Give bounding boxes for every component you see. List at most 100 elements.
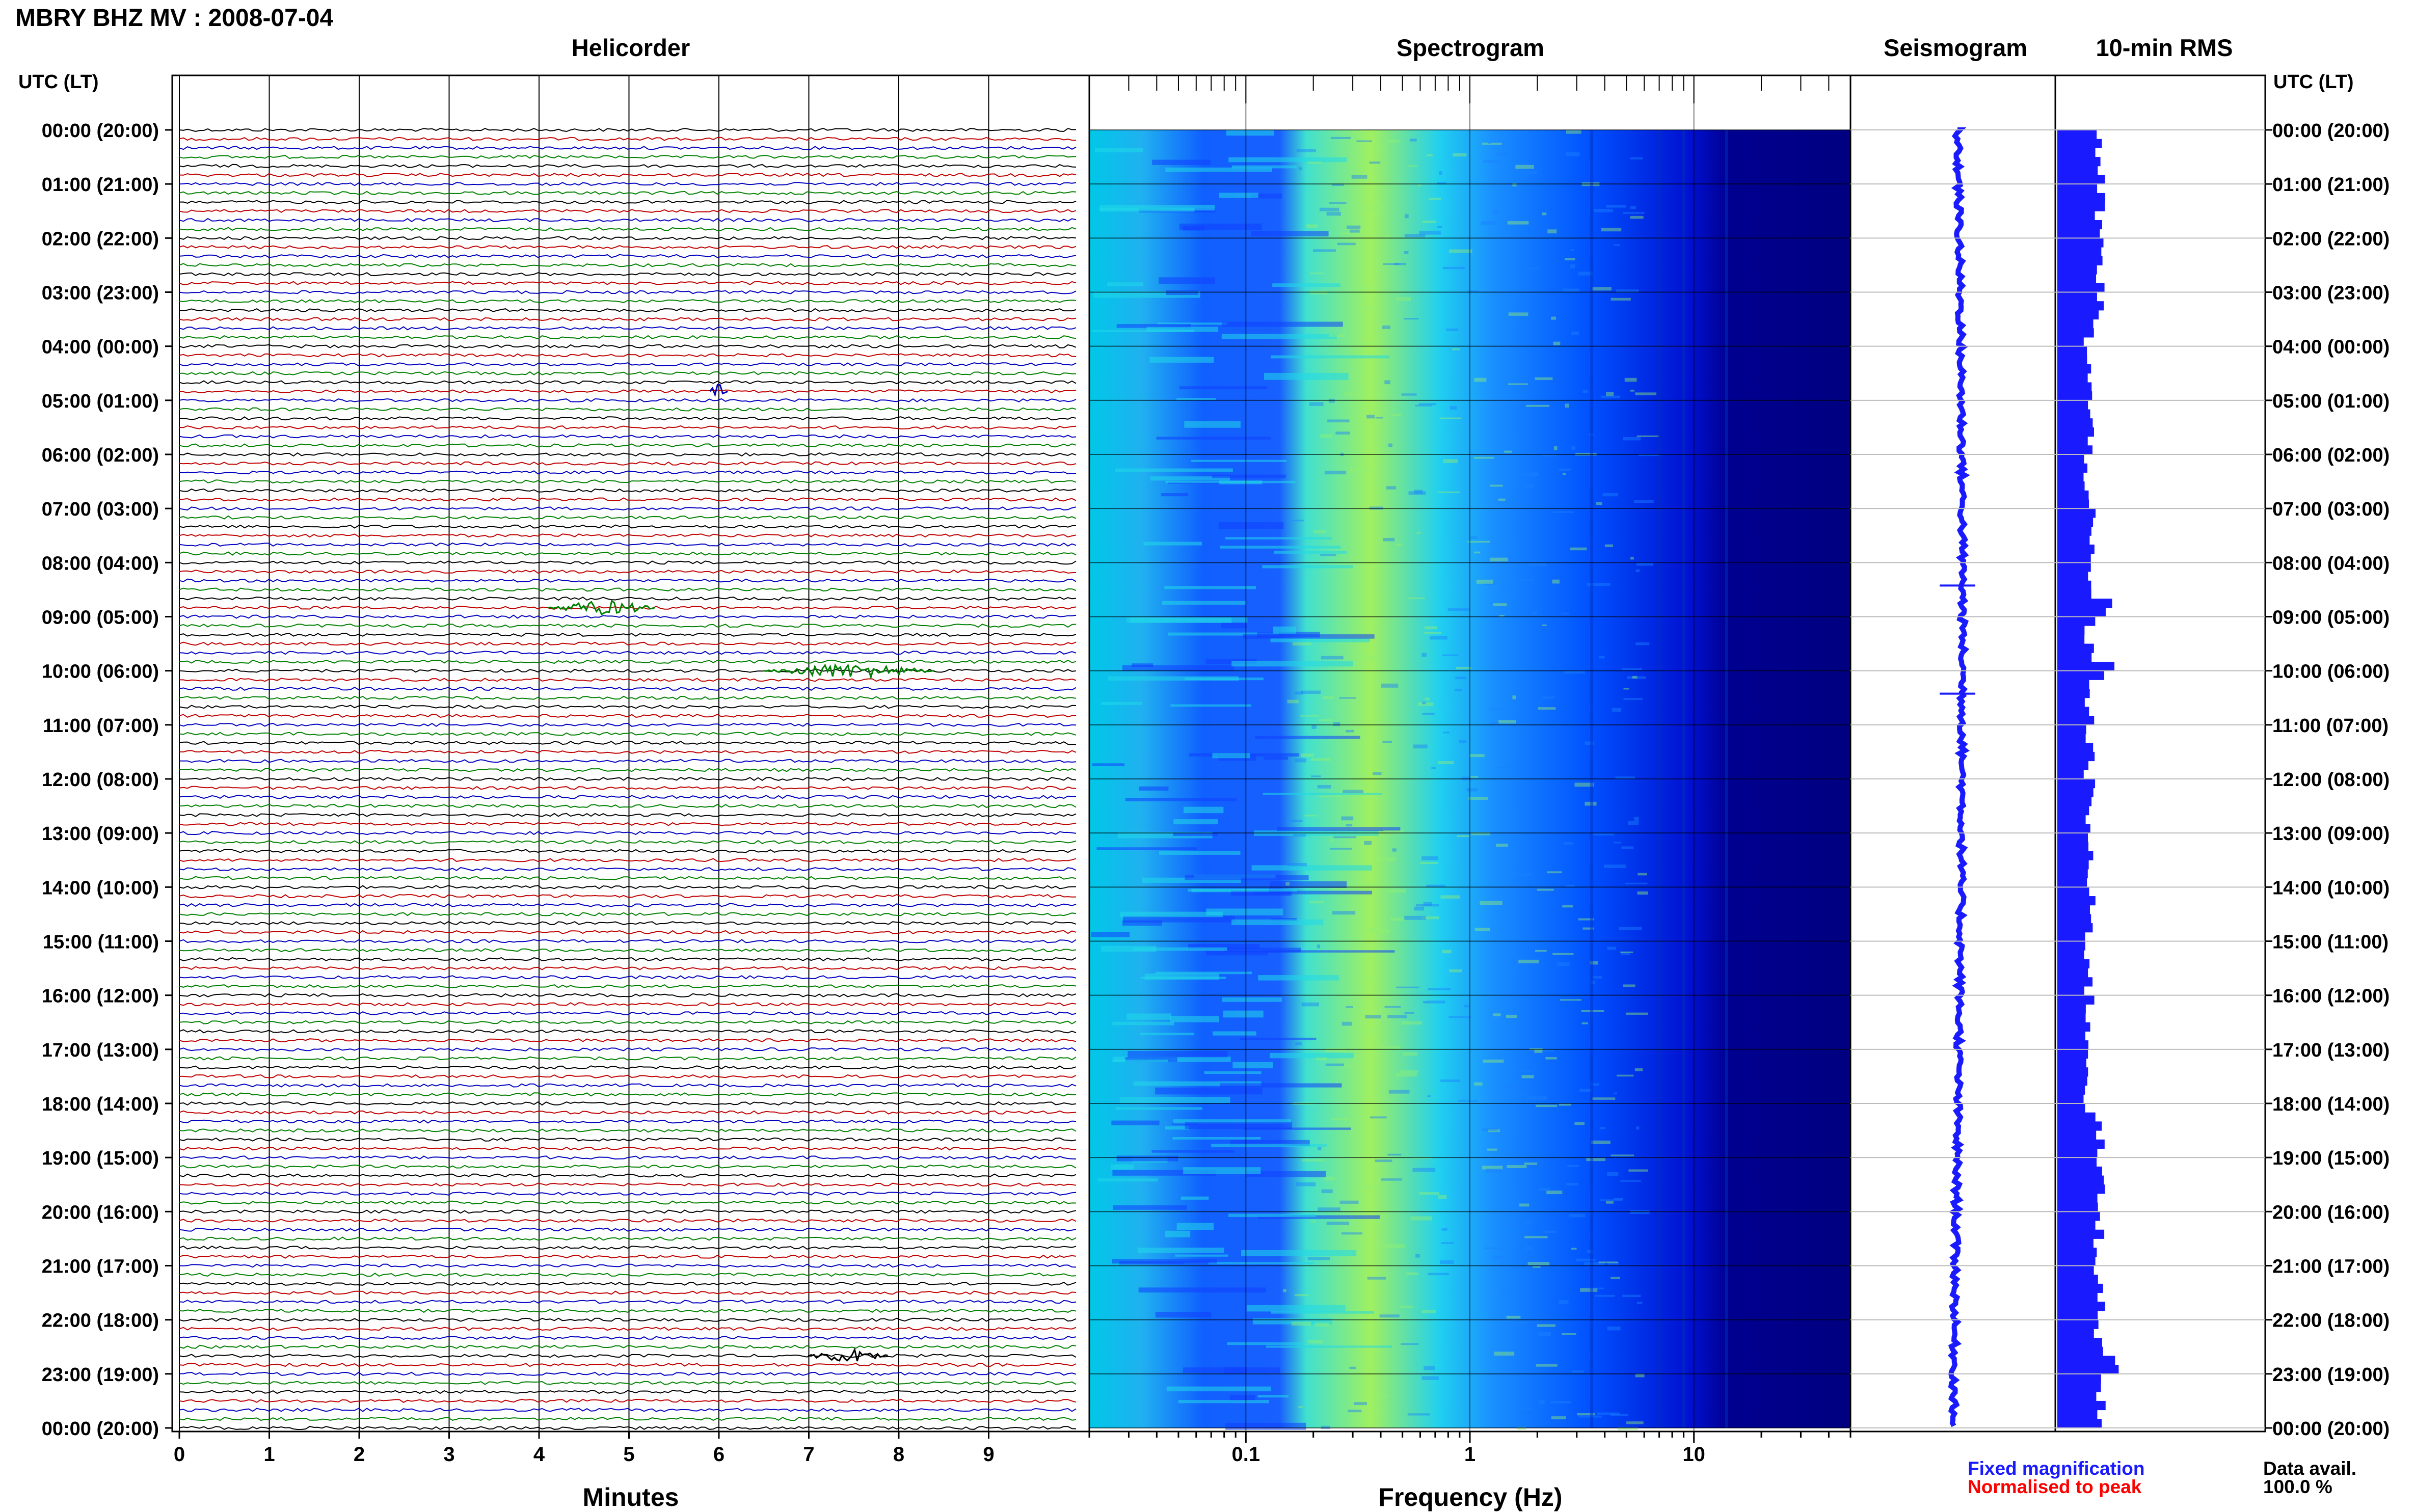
spectrogram-speckle [1427,1095,1431,1097]
helicorder-trace [179,1254,1077,1259]
spectrogram-band [1123,915,1235,923]
spectrogram-speckle [1504,1086,1517,1089]
time-label-right: 18:00 (14:00) [2272,1094,2390,1115]
spectrogram-band [1226,130,1274,136]
spectrogram-band [1112,1059,1168,1062]
rms-bar [2057,1383,2101,1392]
spectrogram-speckle [1494,1352,1515,1356]
spectrogram-speckle [1421,916,1439,920]
helicorder-trace [179,678,1077,682]
helicorder-trace [179,127,1077,132]
spectrogram-band [1165,167,1272,172]
spectrogram-speckle [1295,758,1307,763]
spectrogram-speckle [1537,1324,1555,1327]
spectrogram-speckle [1464,1005,1469,1008]
helicorder-trace [179,813,1077,817]
data-avail-value: 100.0 % [2263,1476,2332,1497]
spectrogram-band [1232,1062,1273,1069]
spectrogram-speckle [1563,842,1573,845]
spectrogram-speckle [1420,861,1438,865]
spectrogram-speckle [1473,456,1494,459]
rms-bar [2057,130,2097,140]
spectrogram-speckle [1621,952,1630,955]
helicorder-trace [179,695,1077,700]
spectrogram-speckle [1326,1222,1350,1225]
time-label-right: 08:00 (04:00) [2272,553,2390,574]
spectrogram-speckle [1509,1202,1513,1206]
time-label-right: 22:00 (18:00) [2272,1310,2390,1332]
spectrogram-speckle [1347,225,1361,229]
helicorder-trace [179,1119,1077,1124]
helicorder-trace [179,389,1077,394]
spectrogram-speckle [1449,969,1462,973]
spectrogram-speckle [1617,1427,1638,1430]
spectrogram-band [1162,601,1246,605]
spectrogram-speckle [1630,215,1644,219]
helicorder-trace [179,1056,1077,1061]
spectrogram-speckle [1495,580,1499,582]
spectrogram-band [1112,1021,1174,1025]
spectrogram-speckle [1309,273,1324,275]
rms-bar [2057,869,2088,879]
rms-bar [2057,139,2102,148]
spectrogram-speckle [1474,928,1490,931]
time-label-right: 00:00 (20:00) [2272,120,2390,142]
spectrogram-speckle [1439,417,1462,419]
helicorder-trace [179,840,1077,844]
spectrogram-speckle [1311,775,1321,777]
helicorder-trace [179,930,1077,934]
rms-bar [2057,535,2090,545]
utc-header-left: UTC (LT) [18,71,99,93]
spectrogram-speckle [1490,557,1508,562]
spectrogram-speckle [1403,1052,1417,1056]
spectrogram-speckle [1450,406,1457,410]
rms-bar [2057,941,2085,951]
spectrogram-speckle [1423,1001,1428,1004]
spectrogram-speckle [1375,1159,1392,1163]
spectrogram-band [1164,586,1256,589]
spectrogram-speckle [1521,483,1534,488]
spectrogram-speckle [1327,419,1350,423]
helicorder-trace [179,578,1077,583]
spectrogram-speckle [1319,795,1342,798]
spectrogram-band [1150,476,1230,481]
spectrogram-band [1231,890,1292,896]
rms-bar [2057,788,2094,797]
spectrogram-band [1251,231,1329,237]
spectrogram-speckle [1542,454,1557,456]
spectrogram-band [1212,753,1250,759]
time-label-right: 19:00 (15:00) [2272,1148,2390,1169]
helicorder-trace [179,641,1077,646]
spectrogram-band [1132,663,1153,667]
spectrogram-speckle [1526,404,1550,407]
spectrogram-speckle [1501,1290,1517,1293]
spectrogram-speckle [1574,782,1594,787]
spectrogram-speckle [1387,1153,1402,1156]
rms-bar [2057,1400,2106,1411]
rms-bar [2057,607,2106,617]
spectrogram-speckle [1510,873,1533,876]
spectrogram-band [1231,919,1324,926]
spectrogram-band [1107,282,1143,286]
spectrogram-speckle [1625,1012,1648,1015]
spectrogram-speckle [1442,266,1465,269]
spectrogram-speckle [1407,1413,1430,1416]
spectrogram-band [1149,357,1214,363]
spectrogram-speckle [1414,906,1425,911]
spectrogram-speckle [1592,833,1615,835]
spectrogram-speckle [1443,732,1450,734]
spectrogram-speckle [1339,697,1356,699]
helicorder-trace [179,425,1077,429]
spectrogram-speckle [1442,950,1452,954]
spectrogram-band [1156,437,1272,440]
rms-bar [2057,517,2094,527]
spectrogram-speckle [1524,267,1539,269]
helicorder-trace [179,236,1077,240]
spectrogram-speckle [1565,258,1575,261]
helicorder-trace [179,1344,1077,1349]
rms-bar [2057,986,2084,996]
spectrogram-band [1097,1178,1158,1182]
spectrogram-speckle [1383,1244,1405,1248]
rms-bar [2057,1004,2086,1014]
time-label-right: 07:00 (03:00) [2272,499,2390,520]
